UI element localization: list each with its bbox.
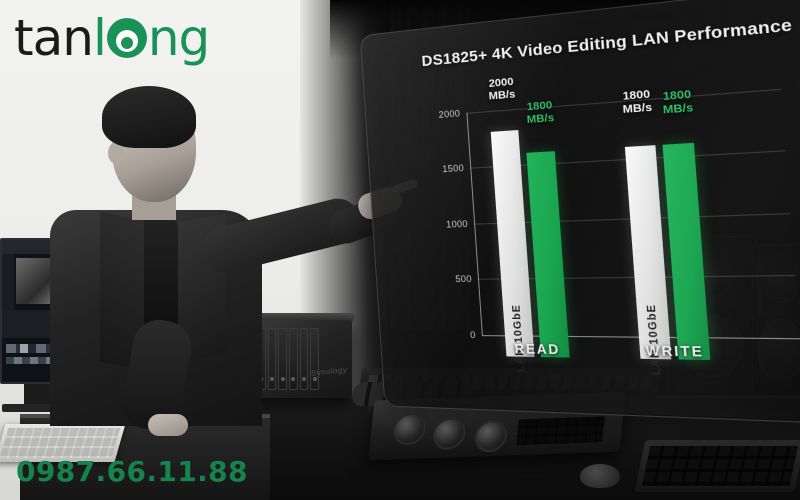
bar-value-read-green: 1800 MB/s <box>510 97 571 127</box>
nas-drive-bay <box>289 328 298 390</box>
circle-eye-logo-icon <box>106 18 147 58</box>
person-presenter <box>28 84 419 436</box>
mouse <box>580 464 620 488</box>
nas-drive-bay <box>267 328 277 390</box>
keyboard-keys <box>0 428 121 458</box>
glass-display-panel: DS1825+ 4K Video Editing LAN Performance… <box>359 0 800 426</box>
keyboard <box>634 440 800 492</box>
person-hair <box>102 86 196 148</box>
monitor-stand <box>24 380 50 406</box>
trackball <box>473 419 509 453</box>
person-ear <box>108 142 124 164</box>
logo-text-tan: tan <box>14 9 94 67</box>
y-tick-label: 0 <box>469 329 476 341</box>
editor-toolbar <box>2 254 14 310</box>
nas-drive-bay <box>278 328 288 390</box>
synology-nas: Synology <box>252 320 352 398</box>
grading-panel-keys <box>515 416 606 446</box>
person-holding-hand <box>148 414 188 436</box>
x-category-write: WRITE <box>645 343 705 360</box>
editor-audio-track <box>6 357 84 364</box>
keyboard-keys <box>641 446 799 486</box>
y-tick-label: 1500 <box>442 162 465 175</box>
x-category-read: READ <box>514 341 561 358</box>
editor-timeline-track <box>6 344 84 353</box>
bar-value-read-white: 2000 MB/s <box>472 74 531 104</box>
bar-write-green <box>662 142 711 361</box>
trackball <box>431 417 467 451</box>
logo-text-ng: ng <box>147 9 210 67</box>
bar-value-write-green: 1800 MB/s <box>644 86 711 118</box>
logo-text-l: l <box>92 9 107 67</box>
trackball <box>391 412 428 446</box>
nas-drive-bay <box>299 328 309 390</box>
chart-plot-area: 2000 1500 1000 500 0 LAN 10GbE 2000 MB/s… <box>426 75 800 375</box>
tanlong-logo: tan l ng <box>14 9 210 67</box>
nas-drive-bay <box>310 328 320 390</box>
monitor-base <box>2 404 76 412</box>
y-tick-label: 500 <box>454 273 473 285</box>
bar-read-green <box>526 151 570 358</box>
y-tick-label: 2000 <box>438 108 461 121</box>
logo-icon-dot <box>120 37 133 49</box>
contact-phone-number: 0987.66.11.88 <box>16 455 248 488</box>
y-tick-label: 1000 <box>445 218 469 230</box>
